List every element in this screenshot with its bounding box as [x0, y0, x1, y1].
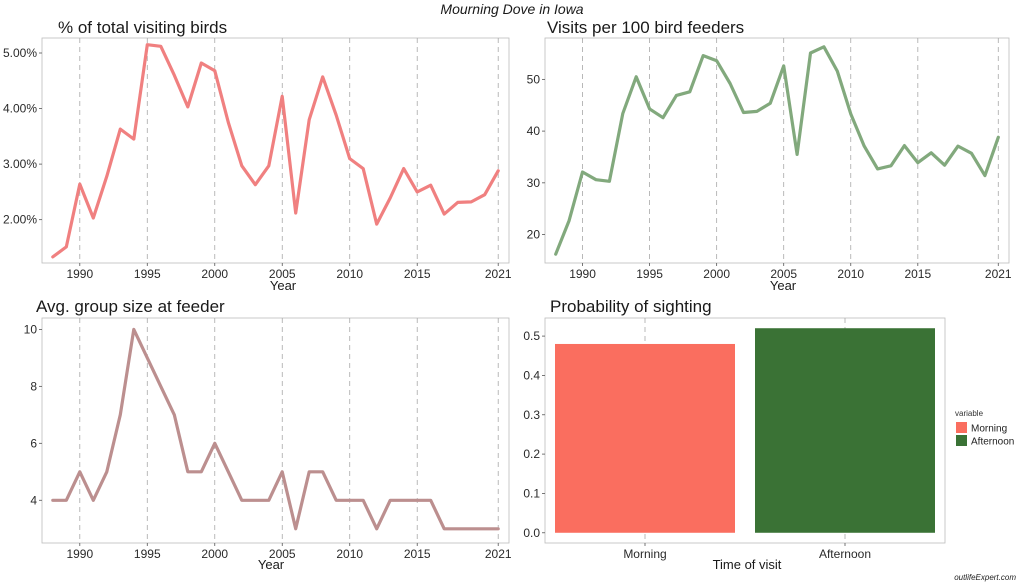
x-tick-label: 2021 [485, 267, 512, 281]
bar [755, 328, 935, 533]
x-tick-label: 2005 [269, 267, 296, 281]
x-tick-label: 1995 [636, 267, 663, 281]
panel-probability-sighting: Probability of sighting Time of visit Mo… [523, 297, 1014, 572]
bar [555, 343, 735, 533]
x-axis-title: Year [270, 278, 297, 293]
x-tick-label: 2005 [770, 267, 797, 281]
x-tick-label: 1990 [569, 267, 596, 281]
x-tick-label: 2000 [201, 267, 228, 281]
x-axis-title: Time of visit [713, 557, 782, 572]
x-tick-label: 2021 [985, 267, 1012, 281]
x-tick-label: 2005 [269, 547, 296, 561]
y-tick-label: 20 [527, 228, 541, 242]
legend-label: Afternoon [971, 437, 1014, 448]
x-tick-label: Afternoon [819, 547, 871, 561]
legend-title: variable [955, 409, 984, 418]
x-tick-label: 2010 [336, 547, 363, 561]
legend-label: Morning [971, 424, 1007, 435]
y-tick-label: 40 [527, 124, 541, 138]
plot-frame [41, 37, 510, 264]
panel-visits-per-100: Visits per 100 bird feeders Year 1990 199… [527, 18, 1012, 293]
y-tick-label: 4 [30, 493, 37, 507]
x-tick-label: 2000 [703, 267, 730, 281]
series-line [51, 43, 500, 259]
legend-swatch [956, 435, 967, 446]
legend: variable Morning Afternoon [955, 409, 1014, 448]
panel-percent-visiting: % of total visiting birds Year 1990 1995 2… [3, 18, 512, 293]
x-tick-label: 2015 [904, 267, 931, 281]
x-tick-label: 1995 [134, 547, 161, 561]
y-tick-label: 5.00% [3, 46, 37, 60]
x-tick-label: Morning [623, 547, 666, 561]
y-tick-label: 2.00% [3, 213, 37, 227]
page-title: Mourning Dove in Iowa [440, 1, 584, 17]
panel-title: % of total visiting birds [58, 18, 227, 37]
series-line [554, 45, 1000, 256]
y-tick-label: 0.1 [523, 486, 540, 500]
x-tick-label: 2010 [837, 267, 864, 281]
x-tick-label: 1990 [66, 547, 93, 561]
y-tick-label: 0.3 [523, 408, 540, 422]
x-tick-label: 2015 [404, 267, 431, 281]
panel-title: Visits per 100 bird feeders [547, 18, 744, 37]
series-line [51, 327, 500, 531]
x-axis-title: Year [770, 278, 797, 293]
y-tick-label: 4.00% [3, 102, 37, 116]
y-tick-label: 30 [527, 176, 541, 190]
y-tick-label: 10 [24, 322, 38, 336]
plot-frame [41, 317, 510, 544]
panel-group-size: Avg. group size at feeder Year 1990 1995 2… [24, 297, 512, 572]
x-axis-title: Year [258, 557, 285, 572]
panel-title: Avg. group size at feeder [36, 297, 225, 316]
y-tick-label: 3.00% [3, 157, 37, 171]
y-tick-label: 0.4 [523, 368, 540, 382]
panel-title: Probability of sighting [550, 297, 712, 316]
legend-swatch [956, 422, 967, 433]
plot-frame [544, 37, 1010, 264]
x-tick-label: 2021 [485, 547, 512, 561]
y-tick-label: 8 [30, 379, 37, 393]
y-tick-label: 0.2 [523, 447, 540, 461]
y-tick-label: 0.0 [523, 526, 540, 540]
plot-frame [544, 317, 946, 544]
x-tick-label: 1995 [134, 267, 161, 281]
watermark: outlifeExpert.com [954, 573, 1016, 582]
y-tick-label: 50 [527, 72, 541, 86]
y-tick-label: 6 [30, 436, 37, 450]
y-tick-label: 0.5 [523, 329, 540, 343]
x-tick-label: 2015 [404, 547, 431, 561]
x-tick-label: 2010 [336, 267, 363, 281]
x-tick-label: 1990 [66, 267, 93, 281]
x-tick-label: 2000 [201, 547, 228, 561]
